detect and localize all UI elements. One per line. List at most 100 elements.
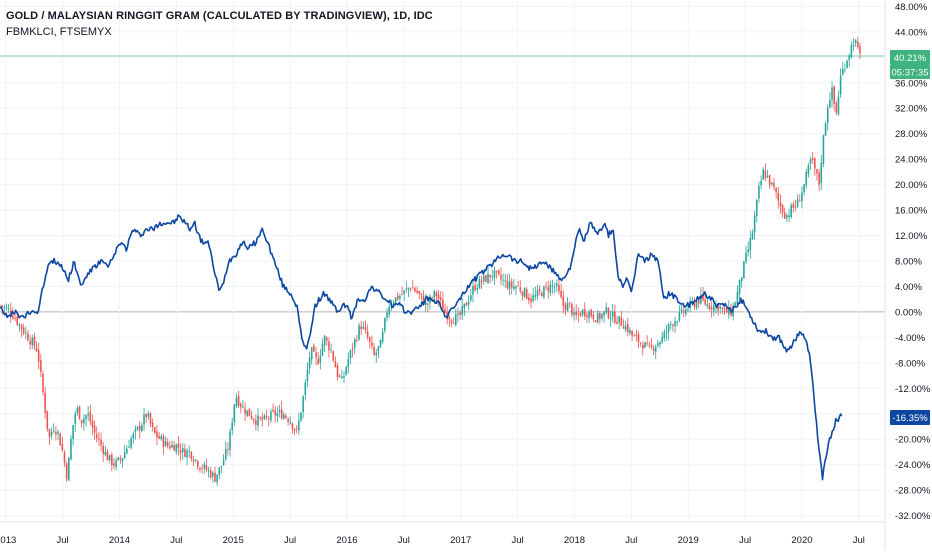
y-tick-label: -12.00% [895,384,931,395]
candle-body [87,413,89,416]
candle-body [508,281,511,289]
y-tick-label: 16.00% [895,206,928,217]
candle-body [65,463,68,480]
x-tick-label: 2018 [564,535,585,546]
candle-body [560,290,562,298]
x-axis[interactable]: 2013 Jul 2014 Jul 2015 Jul 2016 Jul 2017 Jul 2018 J… [0,521,885,546]
compare-pct-badge: -16.35% [892,413,928,424]
x-tick-label: 2016 [336,535,357,546]
candle-body [272,409,274,412]
candle-body [841,68,844,75]
candle-body [528,297,530,301]
candle-body [362,327,365,329]
x-tick-label: Jul [284,535,296,546]
y-axis[interactable]: 48.00%44.00%40.00%36.00%32.00%28.00%24.0… [884,0,931,550]
candle-body [40,360,42,372]
candle-body [83,418,85,424]
candle-body [824,123,827,136]
candle-body [788,215,790,217]
candle-body [618,316,620,323]
candle-body [672,324,674,327]
candle-body [184,448,186,457]
candle-body [173,444,175,451]
candle-body [807,165,810,174]
candle-body [549,284,552,293]
gold-candles [0,36,861,487]
candle-body [837,96,840,115]
candle-body [420,293,423,295]
price-badges: 40.21% 05:37:35 -16.35% [890,50,930,425]
candle-body [100,439,102,446]
candle-body [444,309,446,313]
candle-body [545,285,547,287]
candle-body [278,410,281,413]
candle-body [55,432,57,435]
candle-body [371,342,373,346]
candle-body [762,169,765,180]
candle-body [650,345,653,347]
candle-body [422,295,425,306]
candle-body [663,332,666,339]
candle-body [394,297,397,305]
candle-body [130,438,132,448]
candle-body [282,414,285,419]
candle-body [844,69,846,71]
x-tick-label: Jul [625,535,637,546]
candle-body [646,342,648,344]
candle-body [704,299,706,305]
gold-pct-badge: 40.21% [894,53,927,64]
candle-body [766,176,769,178]
candle-body [61,444,64,451]
candle-body [710,307,713,310]
candle-body [259,417,261,419]
candle-body [500,274,502,280]
chart-title: GOLD / MALAYSIAN RINGGIT GRAM (CALCULATE… [6,10,433,22]
candle-body [637,334,640,343]
candle-body [553,286,556,288]
candle-body [751,232,754,240]
candle-body [141,425,143,432]
candle-body [599,313,601,320]
candle-body [693,301,696,307]
candle-body [287,418,289,422]
candle-body [661,336,663,343]
candle-body [596,313,599,323]
candle-body [42,373,44,393]
candle-body [388,306,390,315]
candle-body [431,298,433,299]
candle-body [465,302,468,306]
candle-body [818,172,820,185]
compare-series [0,214,843,481]
candle-body [566,303,569,312]
candle-body [411,287,414,289]
candle-body [14,318,16,319]
candle-body [306,369,309,382]
candle-body [586,315,588,317]
candle-body [814,158,816,169]
candle-body [235,397,238,407]
candle-body [304,382,307,396]
candle-body [328,341,330,351]
candle-body [233,404,236,422]
candle-body [725,308,728,313]
candle-body [63,452,66,463]
candle-body [212,472,214,477]
candle-body [790,205,792,218]
y-tick-label: 28.00% [895,129,928,140]
candle-body [343,376,345,378]
candle-body [624,325,627,331]
candle-body [257,415,259,426]
candle-body [530,298,532,303]
candle-body [37,350,40,362]
candle-body [682,310,685,313]
candle-body [543,286,545,298]
candle-body [145,414,147,418]
candle-body [605,307,608,313]
candle-body [315,352,317,358]
candle-body [515,286,517,289]
candle-body [52,430,55,432]
candle-body [250,415,253,419]
candle-body [798,200,801,202]
